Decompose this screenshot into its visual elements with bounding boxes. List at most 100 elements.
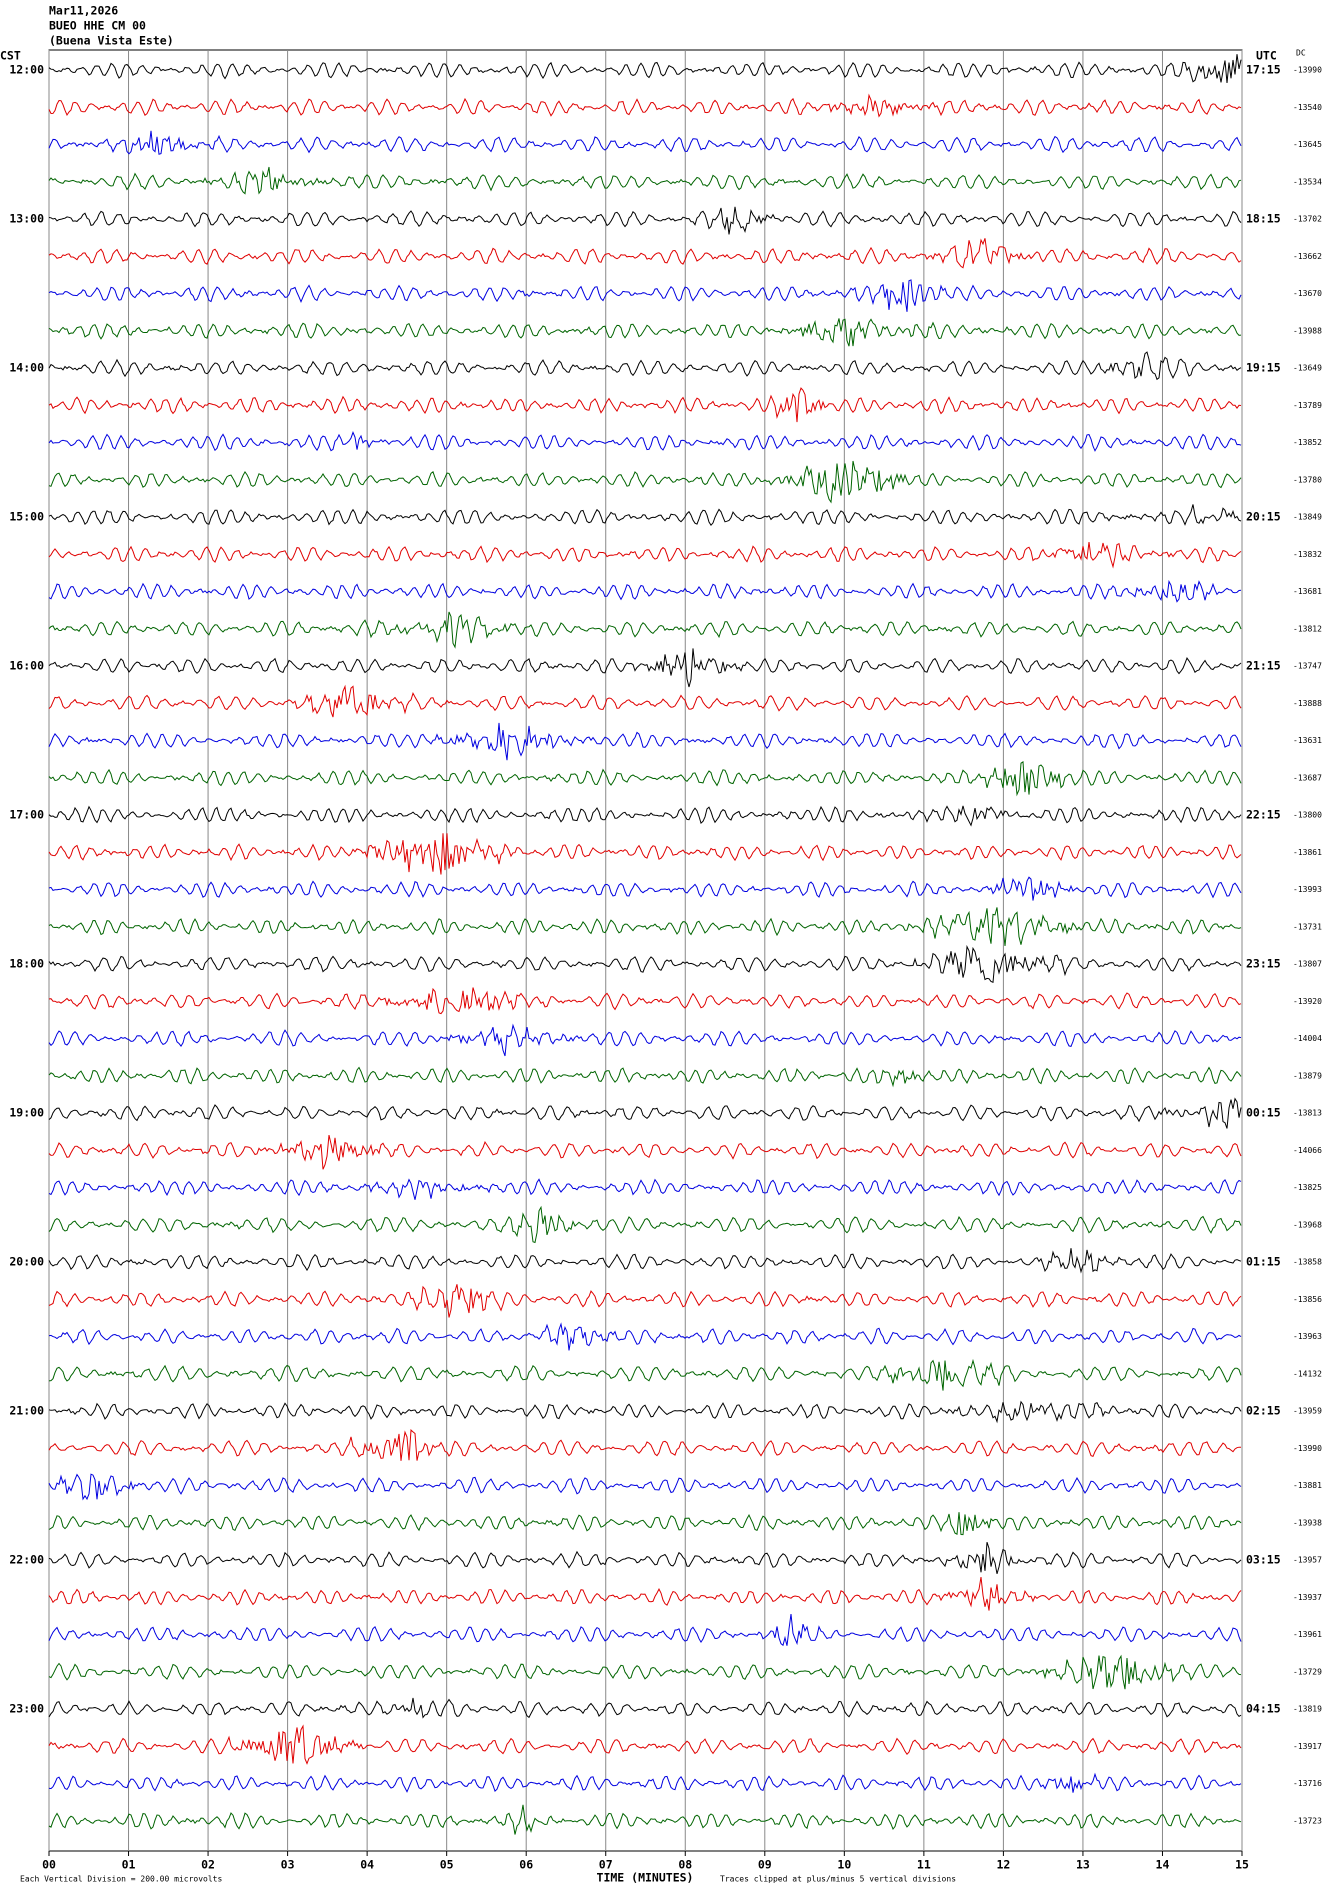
dc-value: -13879 xyxy=(1293,1071,1322,1080)
dc-value: -13819 xyxy=(1293,1705,1322,1714)
dc-value: -13747 xyxy=(1293,662,1322,671)
trace xyxy=(48,1541,1242,1574)
dc-value: -13825 xyxy=(1293,1183,1322,1192)
trace xyxy=(48,907,1242,947)
x-tick-label: 10 xyxy=(837,1858,851,1872)
dc-value: -13990 xyxy=(1293,66,1322,75)
trace xyxy=(48,1134,1242,1170)
row-label-right: 19:15 xyxy=(1246,361,1281,375)
trace xyxy=(48,387,1242,423)
trace xyxy=(48,54,1242,83)
row-label-left: 16:00 xyxy=(9,659,44,673)
trace xyxy=(48,1358,1242,1391)
dc-value: -13780 xyxy=(1293,475,1322,484)
dc-value: -13961 xyxy=(1293,1630,1322,1639)
dc-value: -14004 xyxy=(1293,1034,1322,1043)
dc-value: -13723 xyxy=(1293,1816,1322,1825)
x-tick-label: 04 xyxy=(360,1858,374,1872)
dc-value: -13849 xyxy=(1293,513,1322,522)
x-axis-label: TIME (MINUTES) xyxy=(597,1871,694,1885)
row-label-right: 02:15 xyxy=(1246,1404,1281,1418)
trace xyxy=(48,1614,1242,1647)
trace xyxy=(48,318,1242,347)
row-label-left: 19:00 xyxy=(9,1106,44,1120)
dc-value: -13937 xyxy=(1293,1593,1322,1602)
chart-title: Mar11,2026 xyxy=(49,4,118,18)
trace xyxy=(48,1066,1242,1088)
dc-label: DC xyxy=(1296,49,1306,58)
row-label-left: 12:00 xyxy=(9,63,44,77)
station: BUEO HHE CM 00 xyxy=(49,19,146,33)
trace xyxy=(48,1178,1242,1200)
x-tick-label: 13 xyxy=(1076,1858,1090,1872)
trace xyxy=(48,761,1242,797)
trace xyxy=(48,1097,1242,1129)
trace xyxy=(48,279,1242,312)
trace xyxy=(48,1577,1242,1611)
dc-value: -13670 xyxy=(1293,289,1322,298)
x-tick-label: 11 xyxy=(917,1858,931,1872)
dc-value: -13858 xyxy=(1293,1258,1322,1267)
dc-value: -13702 xyxy=(1293,215,1322,224)
x-tick-label: 15 xyxy=(1235,1858,1249,1872)
x-tick-label: 01 xyxy=(122,1858,136,1872)
traces xyxy=(48,54,1242,1835)
x-tick-label: 09 xyxy=(758,1858,772,1872)
dc-value: -13920 xyxy=(1293,997,1322,1006)
trace xyxy=(48,460,1242,504)
row-label-left: 13:00 xyxy=(9,212,44,226)
row-label-left: 18:00 xyxy=(9,957,44,971)
trace xyxy=(48,1284,1242,1318)
trace xyxy=(48,805,1242,827)
dc-value: -13832 xyxy=(1293,550,1322,559)
dc-value: -13540 xyxy=(1293,103,1322,112)
dc-value: -13729 xyxy=(1293,1667,1322,1676)
trace xyxy=(48,1400,1242,1424)
trace xyxy=(48,1512,1242,1536)
right-axis-label: UTC xyxy=(1256,49,1277,63)
trace xyxy=(48,1724,1242,1765)
trace xyxy=(48,579,1242,603)
x-tick-label: 02 xyxy=(201,1858,215,1872)
trace xyxy=(48,1205,1242,1244)
footer-left: Each Vertical Division = 200.00 microvol… xyxy=(20,1875,222,1884)
trace xyxy=(48,1804,1242,1835)
left-axis-label: CST xyxy=(0,49,21,63)
row-label-right: 17:15 xyxy=(1246,63,1281,77)
dc-value: -13988 xyxy=(1293,326,1322,335)
dc-value: -13645 xyxy=(1293,140,1322,149)
x-tick-label: 00 xyxy=(42,1858,56,1872)
row-label-right: 20:15 xyxy=(1246,510,1281,524)
row-label-left: 23:00 xyxy=(9,1702,44,1716)
trace xyxy=(48,1772,1242,1793)
row-label-right: 22:15 xyxy=(1246,808,1281,822)
dc-value: -13631 xyxy=(1293,736,1322,745)
trace xyxy=(48,351,1242,381)
dc-value: -13716 xyxy=(1293,1779,1322,1788)
trace xyxy=(48,648,1242,688)
x-tick-label: 05 xyxy=(440,1858,454,1872)
row-label-right: 03:15 xyxy=(1246,1553,1281,1567)
x-tick-label: 08 xyxy=(678,1858,692,1872)
dc-value: -13534 xyxy=(1293,177,1322,186)
row-label-right: 04:15 xyxy=(1246,1702,1281,1716)
row-label-right: 18:15 xyxy=(1246,212,1281,226)
row-label-right: 00:15 xyxy=(1246,1106,1281,1120)
row-label-right: 23:15 xyxy=(1246,957,1281,971)
dc-value: -13813 xyxy=(1293,1109,1322,1118)
x-tick-label: 14 xyxy=(1156,1858,1170,1872)
plot-frame xyxy=(48,49,1243,1852)
dc-value: -13968 xyxy=(1293,1220,1322,1229)
dc-value: -13789 xyxy=(1293,401,1322,410)
dc-value: -13649 xyxy=(1293,364,1322,373)
trace xyxy=(48,1322,1242,1351)
dc-value: -13957 xyxy=(1293,1556,1322,1565)
trace xyxy=(48,238,1242,269)
dc-value: -14132 xyxy=(1293,1369,1322,1378)
dc-value: -13807 xyxy=(1293,960,1322,969)
trace xyxy=(48,1023,1242,1057)
trace xyxy=(48,1429,1242,1461)
x-tick-label: 12 xyxy=(996,1858,1010,1872)
footer-right: Traces clipped at plus/minus 5 vertical … xyxy=(720,1875,956,1884)
